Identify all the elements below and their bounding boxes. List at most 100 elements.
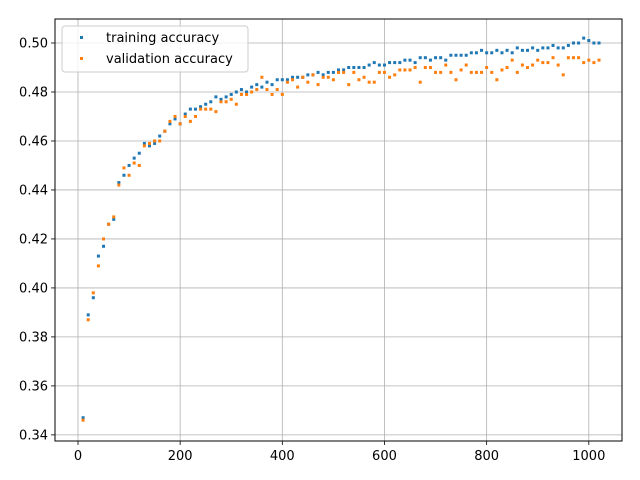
data-point [127,173,131,177]
legend: training accuracy validation accuracy [61,25,249,73]
data-point [439,70,443,74]
legend-box [61,25,249,73]
data-point [142,141,146,145]
data-point [137,151,141,155]
data-point [337,68,340,72]
data-point [296,85,300,89]
data-point [388,61,392,65]
data-point [597,41,601,45]
x-tick-label: 200 [168,449,193,464]
data-point [219,97,223,101]
data-point [331,78,335,82]
data-point [439,56,443,60]
data-point [337,70,340,74]
data-point [464,63,468,67]
y-tick-label: 0.50 [19,37,48,52]
data-point [214,110,218,114]
data-point [102,244,106,248]
data-point [561,73,565,77]
data-point [352,65,356,69]
data-point [423,56,427,60]
data-point [117,183,121,187]
data-point [142,144,146,148]
data-point [505,65,509,69]
x-tick-label: 0 [74,449,82,464]
data-point [592,41,596,45]
data-point [173,114,177,118]
data-point [316,83,320,87]
data-point [510,58,514,62]
data-point [316,70,320,74]
data-point [199,107,203,111]
data-point [444,63,448,67]
data-point [485,51,489,55]
data-point [255,88,259,92]
plot-frame [54,18,623,442]
data-point [393,61,397,65]
data-point [428,58,432,62]
data-point [418,80,422,84]
data-point [372,80,376,84]
data-point [280,92,284,96]
data-point [551,56,555,60]
data-point [515,46,519,50]
data-point [183,114,187,118]
data-point [81,416,85,420]
data-point [224,100,228,104]
data-point [490,51,494,55]
data-point [321,75,325,79]
data-point [311,73,315,77]
grid [55,19,622,441]
data-point [398,68,402,72]
data-point [193,114,197,118]
data-point [86,313,90,317]
series-validation [81,56,601,422]
data-point [495,78,499,82]
data-point [408,68,412,72]
data-point [209,100,213,104]
data-point [275,88,279,92]
data-point [188,107,192,111]
data-point [347,65,351,69]
data-point [209,107,213,111]
data-point [132,156,136,160]
data-point [367,80,371,84]
data-point [250,90,254,94]
x-tick-label: 1000 [572,449,605,464]
data-point [260,75,264,79]
data-point [434,56,438,60]
data-point [459,53,463,57]
data-point [577,41,581,45]
y-axis: 0.34 0.36 0.38 0.40 0.42 0.44 0.46 0.48 0.50 [19,37,55,443]
data-point [326,70,330,74]
data-point [326,75,330,79]
data-point [367,63,371,67]
data-point [306,73,310,77]
y-tick-label: 0.46 [19,134,48,149]
data-point [500,68,504,72]
data-point [449,70,453,74]
data-point [229,97,233,101]
data-point [418,56,422,60]
data-point [423,65,427,69]
data-point [526,48,529,52]
data-point [347,83,351,87]
data-point [239,92,243,96]
data-point [137,163,141,167]
data-point [234,90,238,94]
data-point [546,46,550,50]
data-point [505,48,509,52]
data-point [495,48,499,52]
data-point [357,65,361,69]
data-point [224,95,228,99]
y-tick-label: 0.42 [19,232,48,247]
data-point [362,75,366,79]
data-point [96,254,100,258]
y-tick-label: 0.36 [19,379,48,394]
x-tick-label: 600 [372,449,397,464]
legend-marker-validation [80,57,83,60]
data-point [362,65,366,69]
legend-label-training: training accuracy [106,31,219,46]
